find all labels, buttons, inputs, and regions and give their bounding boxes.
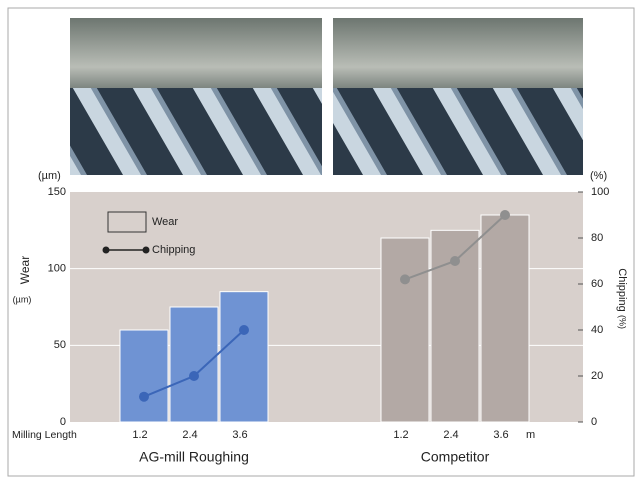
- y2-unit-side: (%): [618, 315, 628, 329]
- chipping-marker: [239, 325, 249, 335]
- x-tick-label: 1.2: [393, 429, 408, 441]
- chipping-marker: [400, 274, 410, 285]
- y-tick-label: 100: [48, 263, 66, 275]
- y2-tick-label: 60: [591, 278, 603, 290]
- x-unit: m: [526, 429, 535, 441]
- y-unit-side: (µm): [13, 294, 32, 304]
- legend-label: Wear: [152, 216, 178, 228]
- chipping-marker: [189, 371, 199, 381]
- legend-label: Chipping: [152, 244, 195, 256]
- group-label: AG-mill Roughing: [139, 449, 249, 465]
- y2-tick-label: 0: [591, 416, 597, 428]
- x-tick-label: 2.4: [182, 429, 197, 441]
- y-label: Wear: [18, 256, 32, 284]
- y-tick-label: 50: [54, 339, 66, 351]
- x-tick-label: 1.2: [132, 429, 147, 441]
- bar: [119, 329, 169, 423]
- y2-tick-label: 20: [591, 370, 603, 382]
- y-tick-label: 150: [48, 186, 66, 198]
- legend-wear-swatch: [107, 211, 147, 233]
- legend-marker: [102, 246, 110, 254]
- x-tick-label: 3.6: [493, 429, 508, 441]
- y2-tick-label: 80: [591, 232, 603, 244]
- bar: [480, 214, 530, 423]
- bar: [219, 291, 269, 423]
- bar: [380, 237, 430, 423]
- y2-tick-label: 100: [591, 186, 609, 198]
- bar: [169, 306, 219, 423]
- x-tick-label: 3.6: [232, 429, 247, 441]
- y-tick-label: 0: [60, 416, 66, 428]
- chipping-marker: [139, 391, 149, 402]
- chipping-marker: [450, 256, 460, 266]
- y-unit: (µm): [38, 170, 61, 182]
- x-label: Milling Length: [12, 429, 77, 441]
- chipping-marker: [500, 210, 510, 220]
- frame: [7, 7, 635, 477]
- y2-tick-label: 40: [591, 324, 603, 336]
- y2-unit: (%): [590, 170, 607, 182]
- group-label: Competitor: [421, 449, 490, 465]
- y2-label: Chipping: [616, 268, 628, 311]
- x-tick-label: 2.4: [443, 429, 458, 441]
- legend-marker: [142, 246, 150, 254]
- photo-left: [70, 18, 322, 175]
- photo-right: [333, 18, 583, 175]
